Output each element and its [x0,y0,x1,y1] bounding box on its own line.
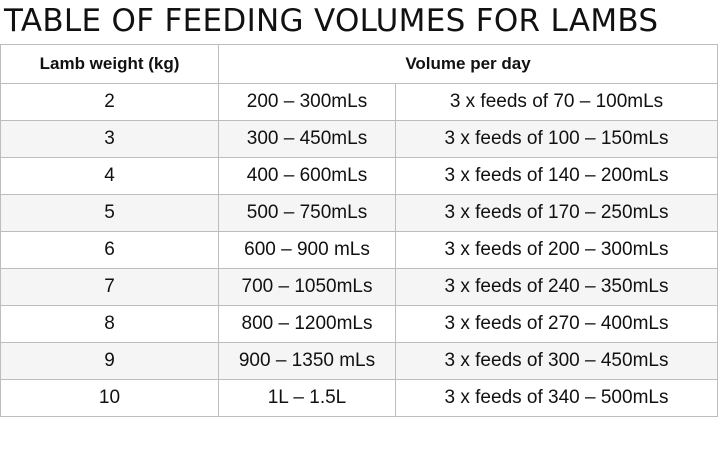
cell-lamb-weight: 5 [0,194,219,232]
cell-feeds: 3 x feeds of 170 – 250mLs [395,194,718,232]
cell-daily-volume: 700 – 1050mLs [218,268,396,306]
cell-feeds: 3 x feeds of 70 – 100mLs [395,83,718,121]
cell-lamb-weight: 9 [0,342,219,380]
cell-daily-volume: 1L – 1.5L [218,379,396,417]
table-row: 7 700 – 1050mLs 3 x feeds of 240 – 350mL… [0,268,718,306]
cell-feeds: 3 x feeds of 270 – 400mLs [395,305,718,343]
table-row: 6 600 – 900 mLs 3 x feeds of 200 – 300mL… [0,231,718,269]
table-row: 8 800 – 1200mLs 3 x feeds of 270 – 400mL… [0,305,718,343]
table-row: 9 900 – 1350 mLs 3 x feeds of 300 – 450m… [0,342,718,380]
table-row: 3 300 – 450mLs 3 x feeds of 100 – 150mLs [0,120,718,158]
cell-lamb-weight: 2 [0,83,219,121]
cell-daily-volume: 300 – 450mLs [218,120,396,158]
cell-daily-volume: 600 – 900 mLs [218,231,396,269]
table-body: 2 200 – 300mLs 3 x feeds of 70 – 100mLs … [0,83,718,417]
cell-lamb-weight: 7 [0,268,219,306]
cell-daily-volume: 800 – 1200mLs [218,305,396,343]
table-row: 5 500 – 750mLs 3 x feeds of 170 – 250mLs [0,194,718,232]
header-row: Lamb weight (kg) Volume per day [0,44,718,84]
cell-feeds: 3 x feeds of 200 – 300mLs [395,231,718,269]
cell-lamb-weight: 8 [0,305,219,343]
cell-feeds: 3 x feeds of 300 – 450mLs [395,342,718,380]
table-row: 10 1L – 1.5L 3 x feeds of 340 – 500mLs [0,379,718,417]
cell-feeds: 3 x feeds of 100 – 150mLs [395,120,718,158]
cell-lamb-weight: 6 [0,231,219,269]
cell-feeds: 3 x feeds of 240 – 350mLs [395,268,718,306]
cell-feeds: 3 x feeds of 340 – 500mLs [395,379,718,417]
header-lamb-weight: Lamb weight (kg) [0,44,219,84]
table-header: Lamb weight (kg) Volume per day [0,44,718,84]
table-row: 4 400 – 600mLs 3 x feeds of 140 – 200mLs [0,157,718,195]
cell-daily-volume: 900 – 1350 mLs [218,342,396,380]
cell-daily-volume: 400 – 600mLs [218,157,396,195]
cell-lamb-weight: 4 [0,157,219,195]
cell-lamb-weight: 10 [0,379,219,417]
cell-lamb-weight: 3 [0,120,219,158]
page-title: TABLE OF FEEDING VOLUMES FOR LAMBS [4,3,659,39]
cell-feeds: 3 x feeds of 140 – 200mLs [395,157,718,195]
feeding-volume-table: Lamb weight (kg) Volume per day 2 200 – … [0,44,718,417]
table-row: 2 200 – 300mLs 3 x feeds of 70 – 100mLs [0,83,718,121]
cell-daily-volume: 500 – 750mLs [218,194,396,232]
cell-daily-volume: 200 – 300mLs [218,83,396,121]
header-volume-per-day: Volume per day [218,44,718,84]
